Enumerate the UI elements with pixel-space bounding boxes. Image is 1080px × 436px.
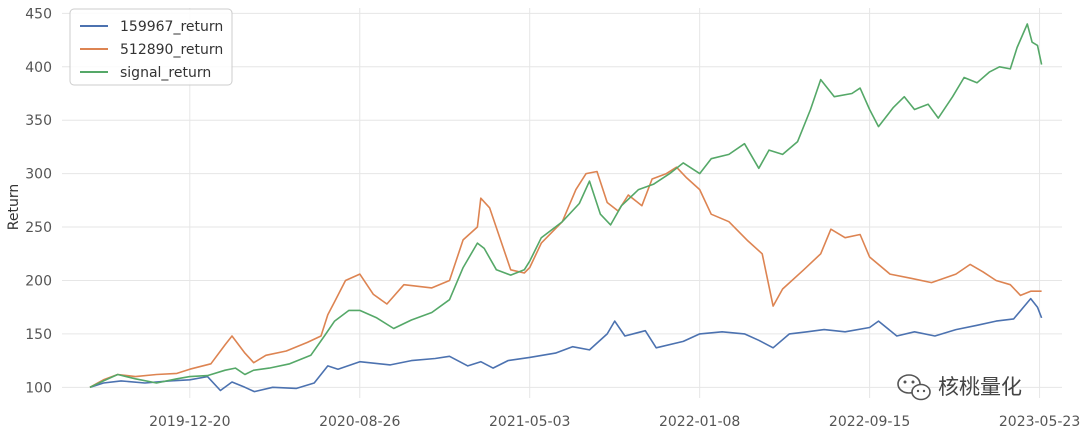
legend-label: 512890_return bbox=[120, 42, 223, 58]
x-axis: 2019-12-20 2020-08-26 2021-05-03 2022-01-08… bbox=[149, 414, 1080, 430]
y-axis-title: Return bbox=[6, 184, 22, 230]
x-tick-label: 2020-08-26 bbox=[319, 414, 400, 430]
y-tick-label: 350 bbox=[25, 113, 52, 129]
legend-label: signal_return bbox=[120, 65, 211, 81]
y-tick-label: 450 bbox=[25, 6, 52, 22]
legend-box bbox=[69, 8, 233, 86]
x-tick-label: 2023-05-23 bbox=[999, 414, 1080, 430]
series-line-512890_return bbox=[89, 166, 1042, 389]
x-tick-label: 2022-09-15 bbox=[829, 414, 910, 430]
watermark-text: 核桃量化 bbox=[938, 375, 1022, 399]
y-tick-label: 250 bbox=[25, 220, 52, 236]
x-tick-label: 2019-12-20 bbox=[149, 414, 230, 430]
x-tick-label: 2021-05-03 bbox=[489, 414, 570, 430]
wechat-icon bbox=[897, 374, 931, 401]
series-layer bbox=[89, 23, 1043, 393]
watermark: 核桃量化 bbox=[897, 374, 1022, 401]
grid bbox=[62, 8, 1062, 398]
x-tick-label: 2022-01-08 bbox=[659, 414, 740, 430]
y-axis: 100 150 200 250 300 350 400 450 bbox=[25, 6, 52, 396]
y-tick-label: 150 bbox=[25, 327, 52, 343]
y-tick-label: 100 bbox=[25, 380, 52, 396]
y-tick-label: 300 bbox=[25, 167, 52, 183]
series-line-159967_return bbox=[89, 297, 1043, 393]
y-tick-label: 200 bbox=[25, 273, 52, 289]
legend-label: 159967_return bbox=[120, 19, 223, 35]
y-tick-label: 400 bbox=[25, 60, 52, 76]
legend: 159967_return 512890_return signal_return bbox=[69, 8, 233, 86]
series-line-signal_return bbox=[89, 23, 1043, 389]
